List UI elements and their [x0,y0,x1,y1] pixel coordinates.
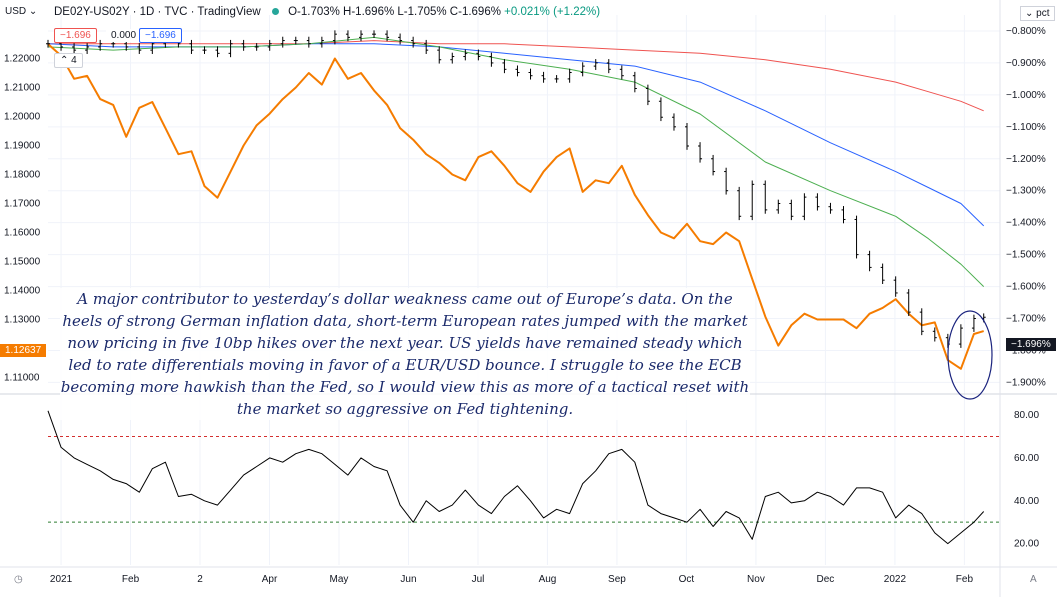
chart-header: DE02Y-US02Y · 1D · TVC · TradingView O-1… [54,6,600,18]
eurusd-price-label: 1.12637 [0,344,47,357]
right-tick-label: −1.300% [1006,186,1046,197]
x-tick-label: Jul [472,574,485,585]
highlight-circle [947,310,993,400]
rsi-tick-label: 60.00 [1014,453,1039,464]
rsi-tick-label: 20.00 [1014,539,1039,550]
indicator-pill-zero: 0.000 [106,29,142,42]
x-tick-label: Apr [262,574,278,585]
x-tick-label: Dec [817,574,835,585]
x-tick-label: Aug [539,574,557,585]
x-tick-label: 2021 [50,574,73,585]
collapse-indicators-button[interactable]: ⌃ 4 [54,53,83,68]
left-tick-label: 1.18000 [4,170,41,181]
x-tick-label: May [330,574,349,585]
right-tick-label: −1.400% [1006,218,1046,229]
left-tick-label: 1.17000 [4,199,41,210]
left-tick-label: 1.15000 [4,257,41,268]
x-tick-label: Feb [122,574,140,585]
auto-scale-button[interactable]: A [1030,574,1037,585]
unit-selector[interactable]: ⌄ pct [1020,6,1055,21]
clock-icon[interactable]: ◷ [14,574,23,585]
rsi-tick-label: 40.00 [1014,496,1039,507]
ohlc-values: O-1.703% H-1.696% L-1.705% C-1.696% [288,6,501,18]
indicator-count: 4 [71,55,77,66]
change-value: +0.021% (+1.22%) [504,6,601,18]
x-tick-label: Sep [608,574,626,585]
x-tick-label: Nov [747,574,765,585]
axis-layer: −0.800% −0.900% −1.000% −1.100% −1.200% −1.30… [4,26,1046,585]
indicator-pill-red[interactable]: −1.696 [54,28,97,43]
left-tick-label: 1.22000 [4,54,41,65]
ma-red-line [48,40,984,112]
chevron-down-icon: ⌄ [1025,8,1034,19]
right-tick-label: −1.900% [1006,377,1046,388]
x-tick-label: 2 [197,574,203,585]
indicator-pill-blue[interactable]: −1.696 [139,28,182,43]
left-tick-label: 1.14000 [4,286,41,297]
x-tick-label: 2022 [884,574,907,585]
left-tick-label: 1.19000 [4,141,41,152]
left-tick-label: 1.21000 [4,83,41,94]
chevron-up-icon: ⌃ [60,55,69,66]
right-tick-label: −1.000% [1006,90,1046,101]
left-tick-label: 1.20000 [4,112,41,123]
x-tick-label: Feb [956,574,974,585]
left-tick-label: 1.11000 [4,373,40,384]
right-tick-label: −1.600% [1006,282,1046,293]
market-status-icon [271,7,279,15]
rsi-tick-label: 80.00 [1014,410,1039,421]
currency-selector[interactable]: USD ⌄ [5,6,37,17]
eurusd-line [47,43,984,370]
spread-price-label: −1.696% [1006,338,1056,351]
chevron-down-icon: ⌄ [28,6,38,17]
annotation-text: A major contributor to yesterday’s dolla… [60,288,750,420]
left-tick-label: 1.16000 [4,228,41,239]
rsi-layer [47,410,1000,545]
symbol-title[interactable]: DE02Y-US02Y · 1D · TVC · TradingView [54,6,261,18]
left-tick-label: 1.13000 [4,315,41,326]
x-tick-label: Jun [400,574,416,585]
currency-label: USD [5,6,27,17]
rsi-line [47,410,985,545]
right-tick-label: −0.900% [1006,58,1046,69]
right-tick-label: −1.500% [1006,250,1046,261]
unit-label: pct [1036,8,1050,19]
right-tick-label: −0.800% [1006,26,1046,37]
right-tick-label: −1.200% [1006,154,1046,165]
x-tick-label: Oct [679,574,695,585]
right-tick-label: −1.700% [1006,314,1046,325]
right-tick-label: −1.100% [1006,122,1046,133]
